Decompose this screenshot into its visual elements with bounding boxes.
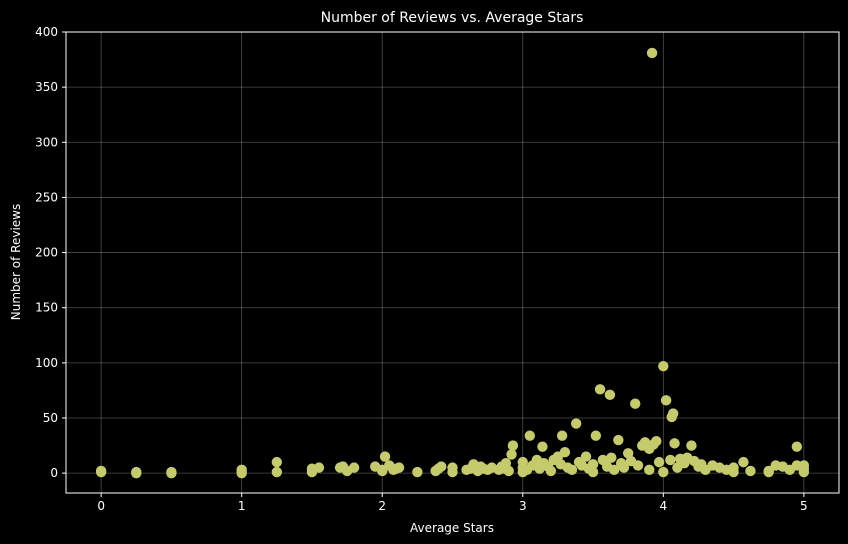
- data-point: [393, 462, 405, 473]
- y-tick-label: 150: [35, 301, 58, 315]
- data-point: [745, 465, 756, 477]
- data-point: [580, 451, 592, 462]
- data-point: [313, 462, 325, 473]
- data-point: [630, 398, 641, 409]
- data-point: [348, 462, 360, 473]
- y-tick-label: 300: [35, 135, 58, 149]
- data-point: [686, 440, 697, 451]
- data-point: [608, 464, 620, 476]
- data-point: [763, 465, 774, 477]
- x-tick-label: 0: [97, 499, 105, 513]
- data-point: [566, 464, 578, 476]
- data-point: [632, 460, 644, 471]
- data-point: [660, 395, 672, 406]
- grid-lines: [66, 31, 839, 493]
- data-point: [606, 452, 617, 463]
- data-point: [667, 408, 679, 419]
- x-tick-label: 1: [238, 499, 246, 513]
- data-point: [738, 456, 749, 468]
- plot-area-frame: [65, 31, 840, 494]
- data-point: [651, 435, 662, 447]
- data-point: [166, 466, 177, 478]
- x-tick-label: 2: [378, 499, 386, 513]
- data-point: [271, 456, 283, 468]
- data-point: [559, 446, 571, 458]
- y-tick-label: 400: [35, 25, 58, 39]
- y-axis-ticks: 0 50 100 150 200 250 300 350 400: [35, 25, 66, 480]
- y-tick-label: 0: [50, 466, 58, 480]
- data-point: [507, 440, 519, 451]
- data-point: [594, 384, 606, 395]
- data-point: [669, 438, 680, 449]
- chart-title: Number of Reviews vs. Average Stars: [321, 10, 584, 26]
- data-point: [524, 430, 535, 441]
- x-tick-label: 5: [800, 499, 808, 513]
- y-tick-label: 50: [43, 411, 58, 425]
- x-tick-label: 3: [519, 499, 527, 513]
- y-tick-label: 250: [35, 190, 58, 204]
- data-point: [436, 461, 447, 472]
- data-point: [590, 430, 602, 441]
- data-point: [665, 454, 676, 466]
- x-tick-label: 4: [659, 499, 667, 513]
- y-tick-label: 100: [35, 356, 58, 370]
- data-point: [798, 460, 810, 471]
- data-points: [95, 47, 810, 479]
- data-point: [653, 456, 665, 468]
- data-point: [587, 459, 599, 470]
- data-point: [503, 465, 514, 477]
- x-axis-label: Average Stars: [410, 521, 494, 535]
- data-point: [791, 441, 803, 452]
- data-point: [644, 464, 655, 476]
- data-point: [537, 441, 548, 452]
- y-axis-label: Number of Reviews: [9, 204, 23, 320]
- data-point: [545, 465, 557, 477]
- data-point: [658, 466, 669, 478]
- data-point: [271, 466, 283, 478]
- x-axis-ticks: 0 1 2 3 4 5: [97, 493, 808, 513]
- data-point: [646, 47, 658, 59]
- data-point: [570, 418, 582, 429]
- data-point: [379, 451, 391, 462]
- data-point: [447, 462, 458, 473]
- data-point: [95, 465, 107, 477]
- data-point: [412, 466, 423, 478]
- data-point: [587, 466, 599, 478]
- data-point: [658, 360, 669, 372]
- data-point: [604, 389, 616, 401]
- data-point: [613, 434, 624, 446]
- y-tick-label: 350: [35, 80, 58, 94]
- data-point: [517, 456, 528, 468]
- data-point: [556, 430, 568, 441]
- data-point: [236, 464, 247, 476]
- data-point: [618, 462, 630, 473]
- y-tick-label: 200: [35, 246, 58, 260]
- data-point: [131, 466, 142, 478]
- data-point: [728, 462, 739, 473]
- data-point: [506, 449, 517, 460]
